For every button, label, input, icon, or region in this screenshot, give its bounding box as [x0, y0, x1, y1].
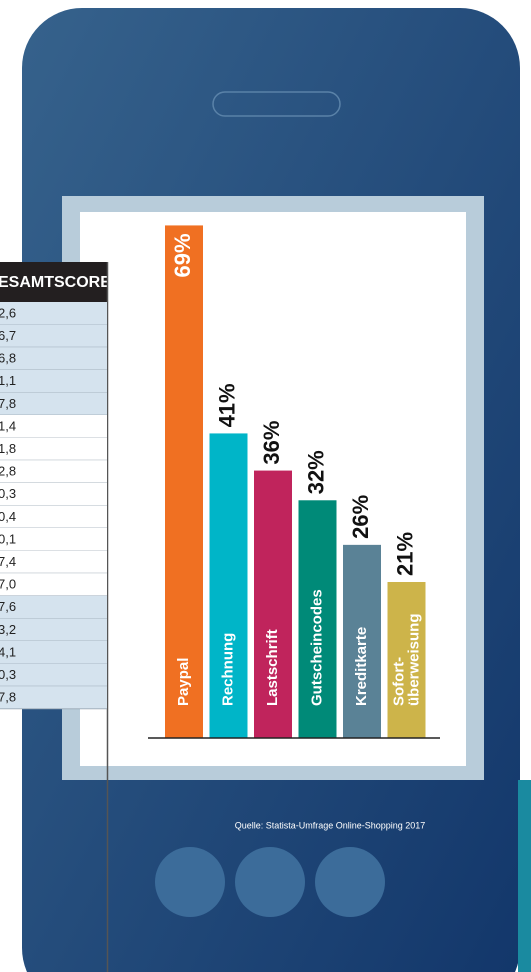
bar-label: Rechnung [219, 633, 236, 706]
table-cell: 4,1 [0, 644, 16, 659]
value-label: 41% [214, 383, 239, 427]
table-header: ESAMTSCORE [0, 274, 111, 291]
source: Quelle: Statista-Umfrage Online-Shopping… [235, 820, 426, 830]
table-cell: 2,8 [0, 464, 16, 479]
table-cell: 7,4 [0, 554, 16, 569]
table-cell: 0,1 [0, 531, 16, 546]
table-cell: 7,0 [0, 577, 16, 592]
bar-label: Gutscheincodes [308, 589, 325, 706]
table-cell: 3,2 [0, 622, 16, 637]
table-cell: 0,3 [0, 486, 16, 501]
table-cell: 7,8 [0, 396, 16, 411]
infographic: Quelle: Statista-Umfrage Online-Shopping… [0, 0, 531, 972]
value-label: 21% [392, 532, 417, 576]
bar-label: Paypal [175, 658, 192, 706]
value-label: 36% [259, 421, 284, 465]
button [235, 847, 305, 917]
edge-strip [518, 780, 531, 972]
bar-label: Kreditkarte [353, 627, 370, 706]
table-cell: 1,1 [0, 373, 16, 388]
button [315, 847, 385, 917]
value-label: 26% [348, 495, 373, 539]
value-label: 69% [170, 233, 195, 277]
table-cell: 7,6 [0, 599, 16, 614]
table-cell: 7,8 [0, 690, 16, 705]
table-cell: 1,4 [0, 418, 16, 433]
bar-label: Lastschrift [264, 629, 281, 706]
value-label: 32% [303, 450, 328, 494]
table-cell: 2,6 [0, 305, 16, 320]
button [155, 847, 225, 917]
table-cell: 0,4 [0, 509, 16, 524]
table-cell: 0,3 [0, 667, 16, 682]
table-cell: 6,8 [0, 351, 16, 366]
table-cell: 1,8 [0, 441, 16, 456]
table-cell: 6,7 [0, 328, 16, 343]
